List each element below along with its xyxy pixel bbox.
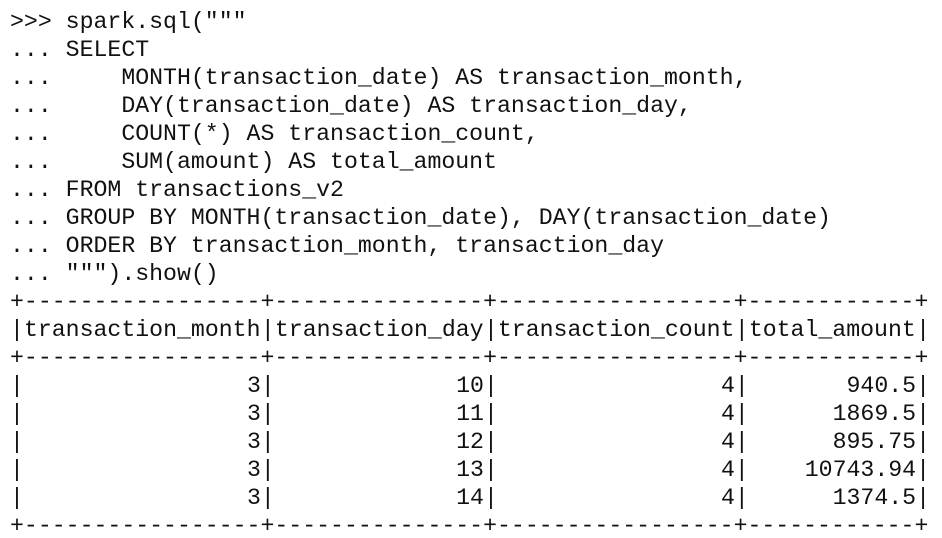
column-separator: | xyxy=(261,401,275,427)
table-cell: 10743.94 xyxy=(805,457,916,483)
table-cell: 3 xyxy=(247,485,261,511)
column-header: transaction_month xyxy=(24,317,261,343)
column-separator: | xyxy=(10,485,24,511)
code-line: ... SELECT xyxy=(10,37,149,63)
code-line: >>> spark.sql(""" xyxy=(10,9,247,35)
column-header: transaction_count xyxy=(498,317,735,343)
column-separator: | xyxy=(484,373,498,399)
column-separator: | xyxy=(10,373,24,399)
column-separator: | xyxy=(484,485,498,511)
table-cell: 3 xyxy=(247,457,261,483)
table-cell: 4 xyxy=(721,373,735,399)
column-separator: | xyxy=(484,317,498,343)
table-cell: 14 xyxy=(456,485,484,511)
table-cell: 3 xyxy=(247,373,261,399)
table-cell: 1869.5 xyxy=(833,401,917,427)
table-cell: 4 xyxy=(721,457,735,483)
column-separator: | xyxy=(916,373,930,399)
column-separator: | xyxy=(10,429,24,455)
table-cell: 3 xyxy=(247,429,261,455)
table-border: +-----------------+---------------+-----… xyxy=(10,289,928,315)
column-separator: | xyxy=(10,457,24,483)
code-line: ... MONTH(transaction_date) AS transacti… xyxy=(10,65,747,91)
column-separator: | xyxy=(735,317,749,343)
code-line: ... SUM(amount) AS total_amount xyxy=(10,149,497,175)
column-separator: | xyxy=(916,457,930,483)
column-separator: | xyxy=(735,429,749,455)
table-cell: 895.75 xyxy=(833,429,917,455)
table-cell: 13 xyxy=(456,457,484,483)
column-separator: | xyxy=(261,373,275,399)
code-line: ... ORDER BY transaction_month, transact… xyxy=(10,233,664,259)
table-cell: 940.5 xyxy=(847,373,917,399)
column-separator: | xyxy=(916,317,930,343)
column-header: transaction_day xyxy=(275,317,484,343)
table-cell: 3 xyxy=(247,401,261,427)
code-line: ... DAY(transaction_date) AS transaction… xyxy=(10,93,692,119)
table-cell: 4 xyxy=(721,429,735,455)
code-line: ... """).show() xyxy=(10,261,219,287)
column-separator: | xyxy=(484,457,498,483)
table-border: +-----------------+---------------+-----… xyxy=(10,513,928,538)
code-line: ... GROUP BY MONTH(transaction_date), DA… xyxy=(10,205,831,231)
column-header: total_amount xyxy=(749,317,916,343)
table-cell: 12 xyxy=(456,429,484,455)
column-separator: | xyxy=(916,429,930,455)
table-cell: 10 xyxy=(456,373,484,399)
column-separator: | xyxy=(735,401,749,427)
table-border: +-----------------+---------------+-----… xyxy=(10,345,928,371)
column-separator: | xyxy=(261,429,275,455)
table-cell: 4 xyxy=(721,485,735,511)
table-cell: 11 xyxy=(456,401,484,427)
table-cell: 1374.5 xyxy=(833,485,917,511)
column-separator: | xyxy=(735,485,749,511)
column-separator: | xyxy=(735,457,749,483)
column-separator: | xyxy=(10,401,24,427)
column-separator: | xyxy=(261,457,275,483)
column-separator: | xyxy=(916,401,930,427)
column-separator: | xyxy=(916,485,930,511)
code-line: ... FROM transactions_v2 xyxy=(10,177,344,203)
column-separator: | xyxy=(484,429,498,455)
column-separator: | xyxy=(735,373,749,399)
column-separator: | xyxy=(261,485,275,511)
column-separator: | xyxy=(10,317,24,343)
column-separator: | xyxy=(261,317,275,343)
column-separator: | xyxy=(484,401,498,427)
code-line: ... COUNT(*) AS transaction_count, xyxy=(10,121,539,147)
table-cell: 4 xyxy=(721,401,735,427)
